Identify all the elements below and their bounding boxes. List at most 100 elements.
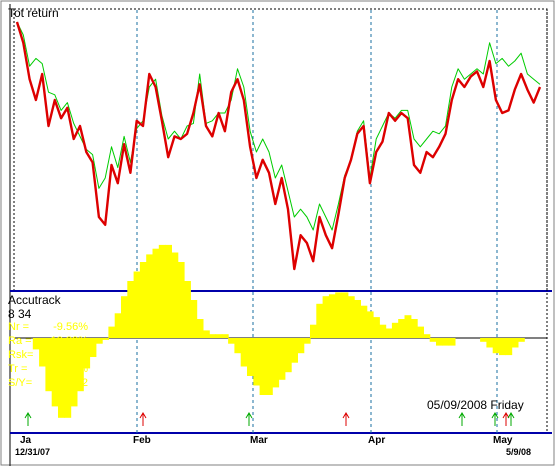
accutrack-bar <box>373 317 380 338</box>
accutrack-bars <box>32 244 525 418</box>
start-date-label: 12/31/07 <box>15 447 51 457</box>
accutrack-bar <box>146 254 154 338</box>
accutrack-bar <box>253 338 261 386</box>
signal-markers <box>24 412 515 426</box>
accutrack-bar <box>423 334 431 338</box>
accutrack-bar <box>190 300 198 338</box>
accutrack-bar <box>303 338 311 344</box>
signal-marker-sell <box>139 412 147 426</box>
accutrack-bar <box>499 338 506 356</box>
lower-chart-title: Accutrack <box>8 293 61 307</box>
accutrack-bar <box>240 338 248 367</box>
accutrack-bar <box>234 338 242 354</box>
accutrack-bar <box>417 326 424 338</box>
accutrack-bar <box>322 296 330 338</box>
stat-value: -9.56% <box>53 321 88 333</box>
accutrack-bar <box>398 319 406 338</box>
accutrack-bar <box>486 338 494 348</box>
accutrack-bar <box>354 300 361 338</box>
signal-marker-buy <box>458 412 466 426</box>
return-lines <box>15 21 542 271</box>
accutrack-bar <box>366 311 374 338</box>
accutrack-bar <box>108 326 116 338</box>
accutrack-bar <box>247 338 254 376</box>
accutrack-bar <box>259 338 267 395</box>
accutrack-bar <box>95 338 103 344</box>
accutrack-bar <box>480 338 487 342</box>
accutrack-bar <box>39 338 46 367</box>
accutrack-bar <box>158 244 166 338</box>
accutrack-bar <box>102 338 109 340</box>
accutrack-bar <box>316 303 324 338</box>
accutrack-bar <box>165 244 172 338</box>
accutrack-bar <box>177 262 185 338</box>
stat-nr: Nr = -9.56% <box>8 321 88 333</box>
accutrack-bar <box>215 334 223 338</box>
accutrack-bar <box>45 338 53 392</box>
stat-ra: Ra = -10.39% <box>8 335 88 347</box>
current-date-label: 05/09/2008 Friday <box>427 398 524 412</box>
stat-value: 47.25% <box>50 349 88 361</box>
accutrack-bar <box>297 338 305 354</box>
accutrack-bar <box>505 338 513 356</box>
month-label-jan: Ja <box>20 435 32 446</box>
accutrack-bar <box>511 338 519 348</box>
top-chart-title: Tot return <box>8 6 59 20</box>
signal-marker-sell <box>342 412 350 426</box>
accutrack-bar <box>209 334 217 338</box>
accutrack-bar <box>139 262 147 338</box>
accutrack-bar <box>32 338 40 350</box>
stat-sy: S/Y= 8.42 <box>8 377 88 389</box>
accutrack-bar <box>442 338 450 346</box>
accutrack-bar <box>347 296 355 338</box>
accutrack-bar <box>404 315 412 338</box>
accutrack-bar <box>328 294 336 338</box>
accutrack-bar <box>335 292 343 338</box>
signal-marker-buy <box>24 412 32 426</box>
stat-rsk: Rsk= 47.25% <box>8 349 88 361</box>
accutrack-bar <box>291 338 298 363</box>
stat-tr: Tr = -10.06% <box>8 363 88 375</box>
accutrack-bar <box>70 338 78 407</box>
accutrack-bar <box>436 338 443 346</box>
accutrack-bar <box>492 338 500 354</box>
accutrack-bar <box>360 305 368 338</box>
accutrack-bar <box>391 322 399 338</box>
accutrack-bar <box>310 324 317 338</box>
accutrack-bar <box>76 338 84 392</box>
month-label-feb: Feb <box>133 435 151 446</box>
signal-marker-buy <box>507 412 515 426</box>
accutrack-bar <box>221 334 229 338</box>
accutrack-bar <box>51 338 59 407</box>
stat-label: Nr = <box>8 321 30 333</box>
accutrack-bar <box>272 338 280 388</box>
stat-label: S/Y= <box>8 377 33 389</box>
accutrack-bar <box>184 281 191 338</box>
stat-label: Tr = <box>8 363 28 375</box>
accutrack-bar <box>517 338 525 342</box>
accutrack-bar <box>448 338 456 346</box>
month-label-mar: Mar <box>250 435 268 446</box>
top-panel-border <box>13 8 548 292</box>
accutrack-bar <box>58 338 65 418</box>
stat-value: -10.06% <box>47 363 88 375</box>
accutrack-bar <box>121 296 128 338</box>
accutrack-return-line <box>15 21 542 271</box>
signal-marker-buy <box>245 412 253 426</box>
end-date-label: 5/9/08 <box>506 447 532 457</box>
accutrack-bar <box>410 319 418 338</box>
month-label-may: May <box>493 435 513 446</box>
accutrack-bar <box>152 248 160 338</box>
month-gridlines <box>136 10 498 433</box>
accutrack-bar <box>202 330 210 338</box>
accutrack-bar <box>127 281 135 338</box>
accutrack-bar <box>89 338 97 357</box>
signal-marker-buy <box>491 412 499 426</box>
stat-label: Ra = <box>8 335 32 347</box>
stat-label: Rsk= <box>8 349 34 361</box>
accutrack-bar <box>341 292 349 338</box>
accutrack-bar <box>265 338 273 395</box>
signal-marker-sell <box>502 412 510 426</box>
